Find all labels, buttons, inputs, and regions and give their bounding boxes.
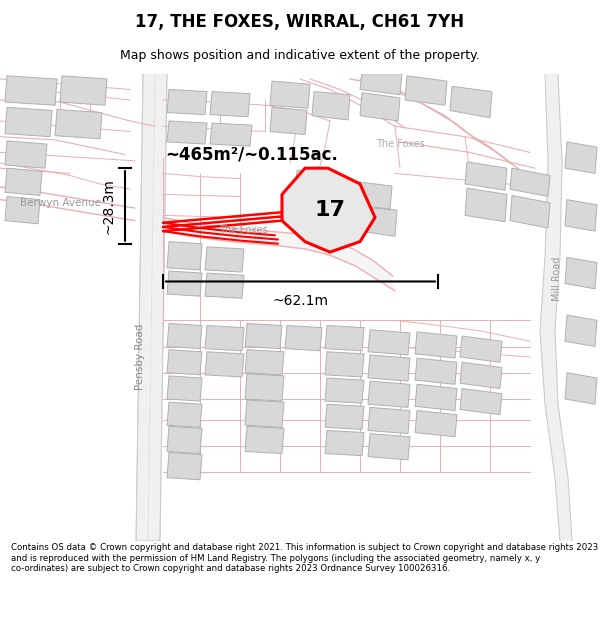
Polygon shape	[465, 162, 507, 190]
Polygon shape	[355, 182, 392, 209]
Polygon shape	[565, 199, 597, 231]
Polygon shape	[205, 273, 244, 298]
Polygon shape	[460, 336, 502, 362]
Polygon shape	[510, 196, 550, 228]
Polygon shape	[167, 426, 202, 454]
Polygon shape	[325, 326, 364, 351]
Polygon shape	[360, 74, 402, 95]
Polygon shape	[270, 81, 310, 108]
Polygon shape	[325, 352, 364, 377]
Polygon shape	[565, 142, 597, 173]
Polygon shape	[282, 168, 375, 252]
Text: Map shows position and indicative extent of the property.: Map shows position and indicative extent…	[120, 49, 480, 62]
Polygon shape	[167, 376, 202, 401]
Text: ~465m²/~0.115ac.: ~465m²/~0.115ac.	[165, 146, 338, 164]
Polygon shape	[245, 349, 284, 375]
Text: 17: 17	[314, 200, 346, 220]
Polygon shape	[245, 426, 284, 454]
Polygon shape	[167, 271, 202, 296]
Polygon shape	[415, 358, 457, 384]
Polygon shape	[325, 431, 364, 456]
Polygon shape	[368, 355, 410, 381]
Text: 17, THE FOXES, WIRRAL, CH61 7YH: 17, THE FOXES, WIRRAL, CH61 7YH	[136, 13, 464, 31]
Polygon shape	[460, 389, 502, 415]
Polygon shape	[360, 207, 397, 236]
Polygon shape	[167, 402, 202, 428]
Polygon shape	[415, 411, 457, 437]
Polygon shape	[565, 372, 597, 404]
Polygon shape	[205, 352, 244, 377]
Polygon shape	[415, 332, 457, 358]
Polygon shape	[450, 86, 492, 118]
Text: Contains OS data © Crown copyright and database right 2021. This information is : Contains OS data © Crown copyright and d…	[11, 543, 598, 573]
Polygon shape	[460, 362, 502, 389]
Text: ~62.1m: ~62.1m	[272, 294, 329, 308]
Polygon shape	[565, 315, 597, 346]
Text: Berwyn Avenue: Berwyn Avenue	[19, 198, 101, 208]
Polygon shape	[5, 196, 40, 224]
Polygon shape	[245, 374, 284, 401]
Text: The Foxes: The Foxes	[376, 139, 424, 149]
Polygon shape	[167, 242, 202, 270]
Polygon shape	[167, 324, 202, 349]
Polygon shape	[465, 188, 507, 222]
Polygon shape	[210, 92, 250, 117]
Polygon shape	[167, 452, 202, 480]
Polygon shape	[205, 326, 244, 351]
Polygon shape	[285, 326, 322, 351]
Polygon shape	[312, 92, 350, 120]
Polygon shape	[136, 74, 167, 541]
Polygon shape	[360, 92, 400, 121]
Polygon shape	[210, 123, 252, 146]
Polygon shape	[163, 217, 395, 291]
Polygon shape	[167, 89, 207, 114]
Polygon shape	[368, 434, 410, 460]
Polygon shape	[5, 76, 57, 105]
Polygon shape	[405, 76, 447, 105]
Text: ~28.3m: ~28.3m	[101, 178, 115, 234]
Polygon shape	[510, 168, 550, 196]
Polygon shape	[167, 349, 202, 375]
Polygon shape	[565, 258, 597, 289]
Polygon shape	[245, 400, 284, 428]
Polygon shape	[205, 247, 244, 272]
Text: The Foxes: The Foxes	[218, 225, 268, 235]
Polygon shape	[295, 170, 332, 196]
Text: Mill Road: Mill Road	[552, 256, 562, 301]
Text: Pensby Road: Pensby Road	[135, 324, 145, 390]
Polygon shape	[368, 381, 410, 408]
Polygon shape	[325, 404, 364, 429]
Polygon shape	[245, 324, 282, 349]
Polygon shape	[325, 378, 364, 403]
Polygon shape	[5, 141, 47, 168]
Polygon shape	[5, 107, 52, 137]
Polygon shape	[368, 330, 410, 355]
Polygon shape	[55, 109, 102, 139]
Polygon shape	[167, 121, 207, 144]
Polygon shape	[5, 168, 42, 196]
Polygon shape	[368, 408, 410, 434]
Polygon shape	[60, 76, 107, 105]
Polygon shape	[415, 384, 457, 411]
Polygon shape	[270, 107, 307, 134]
Polygon shape	[540, 74, 572, 541]
